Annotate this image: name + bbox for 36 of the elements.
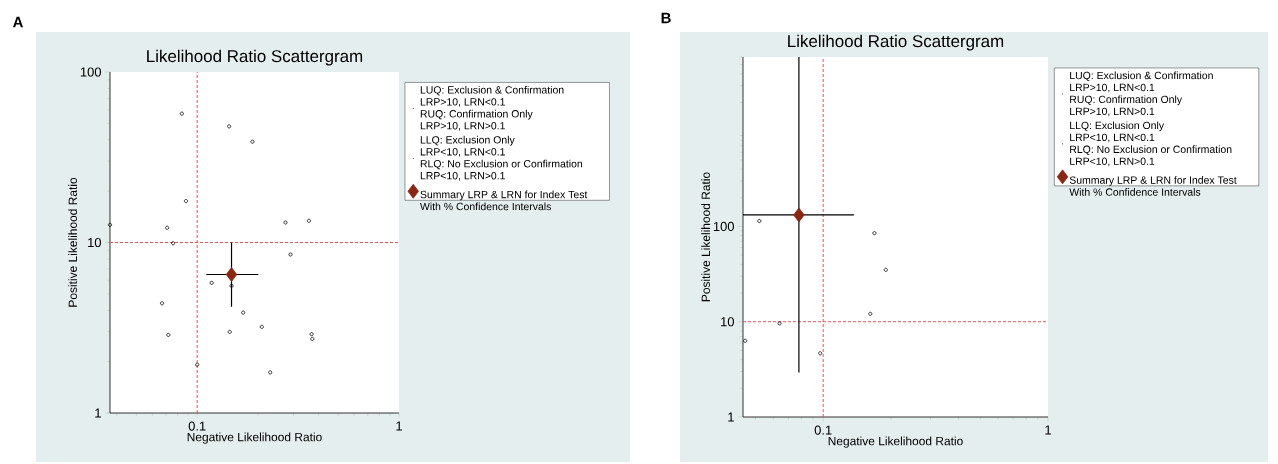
- legend-label: Summary LRP & LRN for Index Test With % Confidence Intervals: [420, 190, 588, 211]
- y-tick-label: 10: [721, 317, 734, 327]
- text: RLQ: No Exclusion or Confirmation: [420, 159, 583, 170]
- text: LRP<10, LRN<0.1: [420, 148, 505, 157]
- x-axis-title: Negative Likelihood Ratio: [828, 436, 963, 448]
- y-tick-label: 1: [728, 412, 734, 422]
- text: LRP<10, LRN>0.1: [420, 172, 505, 181]
- chart-title: Likelihood Ratio Scattergram: [788, 34, 1004, 51]
- text: B: [661, 12, 671, 24]
- text: LRP>10, LRN>0.1: [1070, 107, 1155, 117]
- y-tick-label: 100: [80, 67, 102, 77]
- text: A: [12, 16, 23, 28]
- x-tick-label: 0.1: [814, 425, 832, 435]
- text: LRP>10, LRN>0.1: [420, 122, 505, 131]
- x-tick-label: 1: [1045, 425, 1051, 435]
- y-axis-title: Positive Likelihood Ratio: [701, 172, 711, 302]
- text: LRP<10, LRN>0.1: [1070, 157, 1155, 167]
- x-tick-label: 0.1: [188, 421, 206, 431]
- text: LRP<10, LRN<0.1: [1070, 133, 1155, 143]
- y-tick-label: 1: [95, 408, 101, 418]
- text: RUQ: Confirmation Only: [1070, 95, 1183, 106]
- y-tick-label: 100: [713, 221, 734, 232]
- text: LLQ: Exclusion Only: [1070, 121, 1165, 132]
- text: RUQ: Confirmation Only: [420, 109, 533, 120]
- text: LUQ: Exclusion & Confirmation: [1070, 71, 1213, 82]
- chart-title: Likelihood Ratio Scattergram: [147, 49, 363, 66]
- legend-label: Summary LRP & LRN for Index Test With % Confidence Intervals: [1069, 176, 1237, 196]
- text: RLQ: No Exclusion or Confirmation: [1070, 145, 1232, 155]
- x-tick-label: 1: [396, 421, 402, 431]
- text: LRP>10, LRN<0.1: [420, 98, 505, 107]
- text: LUQ: Exclusion & Confirmation: [420, 85, 564, 96]
- text: LRP>10, LRN<0.1: [1070, 83, 1155, 93]
- text: LLQ: Exclusion Only: [420, 135, 515, 146]
- y-tick-label: 10: [88, 237, 102, 248]
- y-axis-title: Positive Likelihood Ratio: [68, 177, 78, 307]
- x-axis-title: Negative Likelihood Ratio: [187, 432, 322, 444]
